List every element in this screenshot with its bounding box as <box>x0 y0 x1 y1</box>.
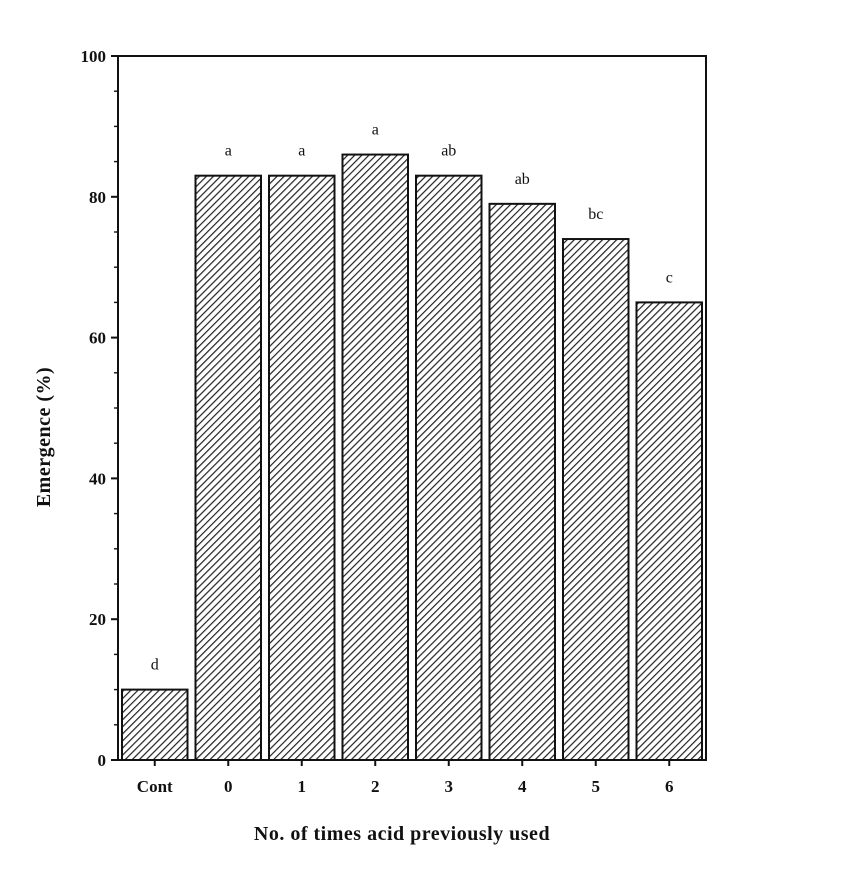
x-tick-label: 3 <box>445 777 454 796</box>
bar <box>415 174 483 761</box>
bar <box>488 202 556 761</box>
x-tick-label: 0 <box>224 777 233 796</box>
y-tick-label: 20 <box>89 610 106 629</box>
significance-label: a <box>372 122 379 139</box>
significance-label: a <box>298 143 305 160</box>
significance-label: a <box>225 143 232 160</box>
x-tick-label: 2 <box>371 777 380 796</box>
x-tick-label: 6 <box>665 777 674 796</box>
x-tick-label: 4 <box>518 777 527 796</box>
y-axis-title: Emergence (%) <box>33 367 55 507</box>
y-tick-label: 60 <box>89 329 106 348</box>
bar <box>341 153 409 761</box>
x-tick-label: 5 <box>592 777 601 796</box>
x-tick-label: Cont <box>137 777 173 796</box>
significance-label: bc <box>588 206 603 223</box>
bar <box>268 174 336 761</box>
bars: d a a a ab ab bc c <box>121 122 703 762</box>
significance-label: ab <box>441 143 456 160</box>
bar <box>562 238 630 762</box>
bar <box>121 688 189 761</box>
y-tick-label: 0 <box>98 751 107 770</box>
x-axis-title: No. of times acid previously used <box>254 823 550 845</box>
bar <box>194 174 262 761</box>
significance-label: d <box>151 657 159 674</box>
bar <box>635 301 703 761</box>
y-axis: 0 20 40 60 80 100 <box>81 47 118 770</box>
y-tick-label: 100 <box>81 47 107 66</box>
significance-label: ab <box>515 171 530 188</box>
significance-label: c <box>666 269 673 286</box>
x-axis: Cont 0 1 2 3 4 5 6 <box>137 760 674 796</box>
x-tick-label: 1 <box>298 777 307 796</box>
y-tick-label: 40 <box>89 469 106 488</box>
y-tick-label: 80 <box>89 188 106 207</box>
